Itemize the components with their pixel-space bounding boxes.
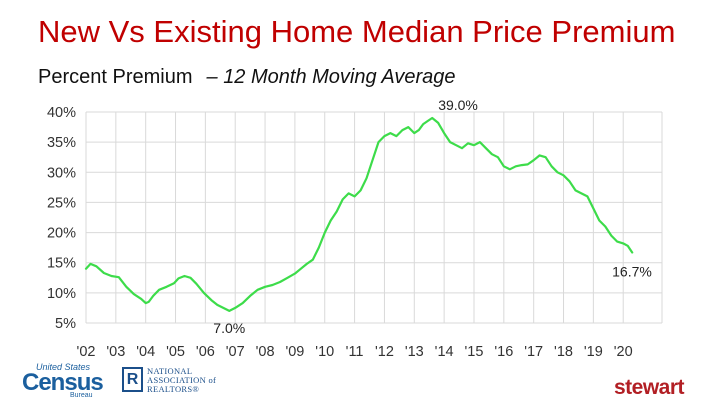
x-tick-label: '19 bbox=[584, 344, 603, 360]
y-tick-label: 5% bbox=[55, 316, 76, 332]
census-logo-word: Census bbox=[22, 369, 104, 396]
nar-logo: R NATIONAL ASSOCIATION of REALTORS® bbox=[122, 367, 232, 397]
realtor-r-icon: R bbox=[122, 367, 143, 392]
y-tick-label: 40% bbox=[47, 105, 76, 121]
chart-title: New Vs Existing Home Median Price Premiu… bbox=[38, 14, 676, 49]
subtitle-detail: 12 Month Moving Average bbox=[223, 66, 456, 88]
x-tick-label: '17 bbox=[524, 344, 543, 360]
data-label: 39.0% bbox=[438, 97, 478, 113]
y-tick-label: 35% bbox=[47, 135, 76, 151]
nar-logo-line: REALTORS® bbox=[147, 384, 200, 394]
census-logo-bottom: Bureau bbox=[70, 392, 93, 399]
series-line bbox=[84, 116, 634, 312]
x-tick-label: '05 bbox=[166, 344, 185, 360]
x-tick-label: '04 bbox=[136, 344, 155, 360]
census-logo-top: United States bbox=[36, 362, 91, 372]
x-tick-label: '10 bbox=[315, 344, 334, 360]
x-tick-label: '02 bbox=[77, 344, 96, 360]
y-tick-label: 10% bbox=[47, 286, 76, 302]
x-tick-label: '09 bbox=[285, 344, 304, 360]
x-tick-label: '12 bbox=[375, 344, 394, 360]
x-tick-label: '13 bbox=[405, 344, 424, 360]
chart-subtitle: Percent Premium – 12 Month Moving Average bbox=[38, 66, 456, 89]
x-tick-label: '03 bbox=[106, 344, 125, 360]
x-tick-label: '16 bbox=[494, 344, 513, 360]
x-tick-label: '20 bbox=[614, 344, 633, 360]
subtitle-dash: – bbox=[206, 66, 218, 88]
census-bureau-logo: United States Census Bureau bbox=[22, 362, 104, 400]
x-tick-label: '08 bbox=[256, 344, 275, 360]
data-label: 7.0% bbox=[213, 320, 245, 336]
x-tick-label: '14 bbox=[435, 344, 454, 360]
subtitle-main: Percent Premium bbox=[38, 66, 193, 88]
x-tick-label: '18 bbox=[554, 344, 573, 360]
y-tick-label: 25% bbox=[47, 195, 76, 211]
x-tick-label: '07 bbox=[226, 344, 245, 360]
y-tick-label: 20% bbox=[47, 226, 76, 242]
nar-logo-text: NATIONAL ASSOCIATION of REALTORS® bbox=[147, 367, 216, 394]
nar-logo-line: NATIONAL bbox=[147, 366, 193, 376]
x-tick-label: '15 bbox=[465, 344, 484, 360]
y-tick-label: 30% bbox=[47, 165, 76, 181]
x-tick-label: '11 bbox=[346, 344, 364, 360]
y-tick-label: 15% bbox=[47, 256, 76, 272]
nar-logo-line: ASSOCIATION of bbox=[147, 375, 217, 385]
stewart-logo: stewart bbox=[614, 376, 685, 399]
data-label: 16.7% bbox=[612, 263, 652, 279]
x-tick-label: '06 bbox=[196, 344, 215, 360]
